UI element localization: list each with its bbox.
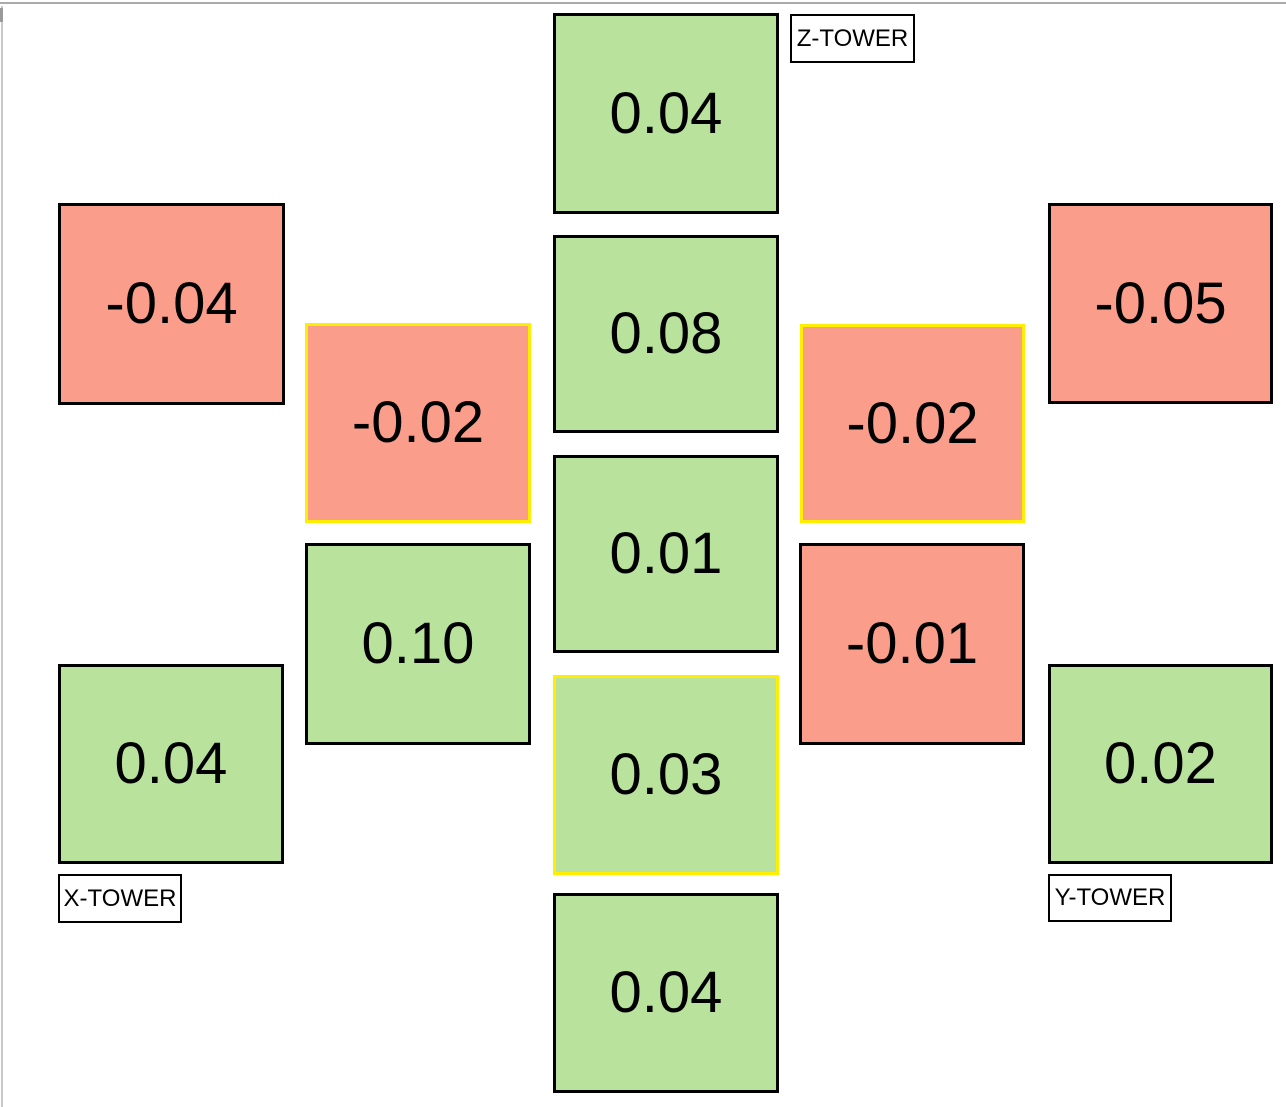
y-tower-label-text: Y-TOWER <box>1054 884 1166 911</box>
window-left-border <box>1 6 3 1107</box>
z-tower-label-text: Z-TOWER <box>796 24 909 52</box>
window-top-border <box>0 2 1286 4</box>
measurement-cell-x-inner-lower[interactable]: 0.10 <box>305 543 531 745</box>
x-tower-label-text: X-TOWER <box>63 884 177 912</box>
x-tower-label: X-TOWER <box>58 874 182 923</box>
measurement-value: 0.04 <box>609 960 723 1025</box>
measurement-value: 0.04 <box>114 731 228 796</box>
measurement-value: 0.03 <box>609 742 723 807</box>
measurement-cell-x-outer-lower[interactable]: 0.04 <box>58 664 284 864</box>
measurement-value: -0.02 <box>846 390 979 456</box>
measurement-value: 0.04 <box>609 80 723 146</box>
measurement-cell-center-lower-selected[interactable]: 0.03 <box>553 675 779 875</box>
measurement-value: 0.08 <box>609 301 723 366</box>
z-tower-label: Z-TOWER <box>790 14 915 63</box>
measurement-value: 0.02 <box>1104 731 1217 796</box>
measurement-cell-y-inner-upper-selected[interactable]: -0.02 <box>800 324 1025 523</box>
measurement-value: -0.01 <box>845 611 979 676</box>
measurement-cell-y-outer-upper[interactable]: -0.05 <box>1048 203 1273 404</box>
measurement-cell-z-tower-outer[interactable]: 0.04 <box>553 13 779 214</box>
measurement-value: -0.04 <box>105 271 238 336</box>
measurement-cell-y-outer-lower[interactable]: 0.02 <box>1048 664 1273 864</box>
measurement-cell-x-inner-upper-selected[interactable]: -0.02 <box>305 323 531 523</box>
measurement-value: -0.05 <box>1094 270 1227 336</box>
y-tower-label: Y-TOWER <box>1048 874 1172 922</box>
measurement-cell-y-inner-lower[interactable]: -0.01 <box>799 543 1025 745</box>
window-left-border-notch <box>0 8 3 22</box>
measurement-value: 0.10 <box>361 611 475 676</box>
measurement-value: -0.02 <box>351 390 485 455</box>
measurement-cell-x-outer-upper[interactable]: -0.04 <box>58 203 285 405</box>
measurement-value: 0.01 <box>609 521 723 586</box>
measurement-cell-bottom-center[interactable]: 0.04 <box>553 893 779 1093</box>
measurement-cell-center-upper[interactable]: 0.01 <box>553 455 779 653</box>
measurement-cell-z-tower-inner[interactable]: 0.08 <box>553 235 779 433</box>
